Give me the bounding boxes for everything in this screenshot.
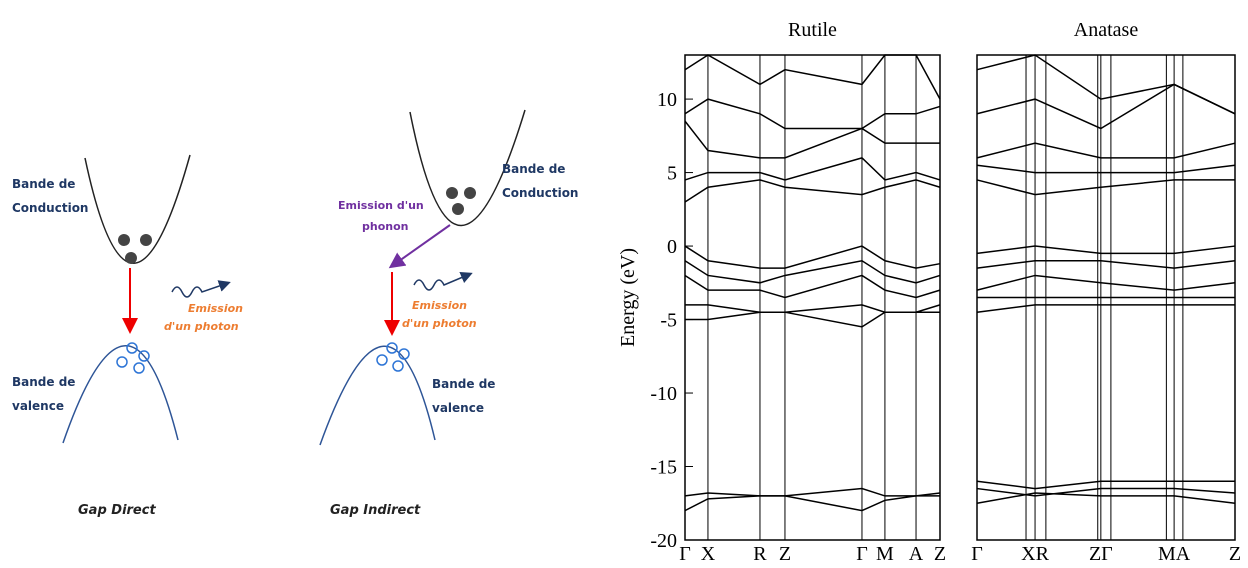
x-tick-label: ZΓ	[1089, 543, 1113, 565]
x-tick-label: R	[753, 543, 767, 565]
y-axis-label: Energy (eV)	[617, 248, 639, 347]
band	[976, 304, 1235, 313]
y-tick-label: -15	[650, 457, 677, 479]
band	[976, 179, 1235, 196]
label: phonon	[362, 220, 408, 233]
band	[976, 274, 1236, 291]
photon	[413, 271, 473, 291]
x-tick-label: Z	[1229, 543, 1241, 565]
band	[976, 260, 1236, 269]
band	[684, 259, 941, 284]
band	[684, 245, 941, 269]
band	[684, 487, 941, 497]
label: Bande de	[12, 177, 75, 191]
label: Emission	[188, 302, 243, 315]
band	[684, 157, 941, 181]
band	[976, 142, 1236, 159]
band	[976, 492, 1236, 505]
indirect-gap: Emission d'un phonon Bande de Conduction…	[319, 109, 578, 518]
label: Bande de	[432, 377, 495, 391]
band	[684, 179, 941, 203]
y-tick-label: -5	[660, 310, 677, 332]
y-tick-label: -10	[650, 383, 677, 405]
conduction-band	[84, 154, 191, 264]
label: d'un photon	[164, 320, 239, 333]
conduction-band	[409, 109, 526, 226]
band	[684, 54, 941, 100]
chart-title: Rutile	[788, 19, 837, 41]
band	[684, 274, 941, 299]
caption: Gap Direct	[78, 503, 156, 518]
x-tick-label: MA	[1158, 543, 1191, 565]
x-tick-label: Z	[934, 543, 946, 565]
label: valence	[12, 399, 64, 413]
electron	[125, 252, 137, 264]
x-tick-label: XR	[1021, 543, 1049, 565]
band	[684, 98, 941, 130]
x-tick-label: M	[876, 543, 894, 565]
label: Emission d'un	[338, 199, 424, 212]
band	[685, 311, 940, 328]
label: Conduction	[12, 201, 88, 215]
band	[976, 164, 1236, 174]
x-tick-label: A	[909, 543, 924, 565]
photon	[171, 280, 231, 298]
x-tick-label: Z	[779, 543, 791, 565]
band	[976, 480, 1235, 490]
holes	[116, 342, 150, 374]
holes	[376, 342, 410, 372]
direct-gap: Bande de Conduction Emission d'un photon…	[12, 154, 243, 518]
x-tick-label: X	[701, 543, 716, 565]
x-tick-label: Γ	[679, 543, 691, 565]
caption: Gap Indirect	[330, 503, 421, 518]
band	[685, 304, 941, 313]
valence-band	[319, 345, 436, 446]
label: valence	[432, 401, 484, 415]
chart-title: Anatase	[1074, 19, 1139, 41]
label: Emission	[412, 299, 467, 312]
band	[976, 245, 1236, 255]
electron	[464, 187, 476, 199]
electron	[118, 234, 130, 246]
electron	[452, 203, 464, 215]
label: d'un photon	[402, 317, 477, 330]
y-tick-label: -20	[650, 530, 677, 552]
band	[976, 83, 1236, 130]
label: Conduction	[502, 186, 578, 200]
electron	[446, 187, 458, 199]
x-tick-label: Γ	[856, 543, 868, 565]
band	[684, 120, 940, 159]
phonon-arrow	[388, 224, 451, 269]
band	[684, 495, 940, 512]
electron	[140, 234, 152, 246]
y-tick-label: 0	[667, 236, 677, 258]
y-tick-label: 5	[667, 163, 677, 185]
band	[976, 54, 1236, 115]
band	[976, 487, 1236, 497]
label: Bande de	[502, 162, 565, 176]
y-tick-label: 10	[657, 89, 677, 111]
x-tick-label: Γ	[971, 543, 983, 565]
label: Bande de	[12, 375, 75, 389]
valence-band	[62, 345, 179, 444]
